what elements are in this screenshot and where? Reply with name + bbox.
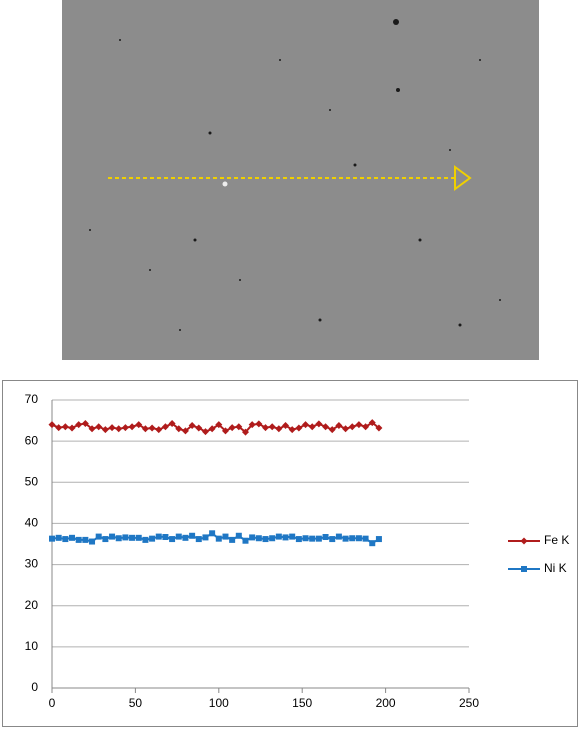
- marker: [521, 566, 527, 572]
- marker: [209, 530, 215, 536]
- marker: [116, 535, 122, 541]
- figure: 0 10 20 30 40 50 60 70 0 50 100 150 200 250 Fe K Ni K: [0, 0, 578, 727]
- y-tick-label: 70: [25, 392, 39, 406]
- marker: [242, 538, 248, 544]
- marker: [62, 536, 68, 542]
- x-tick-label: 200: [376, 696, 396, 710]
- marker: [202, 534, 208, 540]
- marker: [316, 536, 322, 542]
- marker: [176, 534, 182, 540]
- marker: [263, 536, 269, 542]
- y-tick-label: 60: [25, 433, 39, 447]
- chart-frame: [3, 381, 578, 727]
- y-tick-label: 20: [25, 598, 39, 612]
- page: {"chart_data": {"type": "line", "x": [0,…: [0, 0, 578, 727]
- legend-label: Fe K: [544, 533, 569, 547]
- marker: [323, 534, 329, 540]
- marker: [122, 534, 128, 540]
- marker: [269, 535, 275, 541]
- marker: [376, 536, 382, 542]
- marker: [142, 537, 148, 543]
- x-tick-label: 150: [292, 696, 312, 710]
- marker: [236, 533, 242, 539]
- marker: [363, 536, 369, 542]
- y-tick-label: 40: [25, 516, 39, 530]
- marker: [336, 534, 342, 540]
- marker: [283, 534, 289, 540]
- legend-label: Ni K: [544, 561, 567, 575]
- y-tick-label: 10: [25, 639, 39, 653]
- y-tick-label: 30: [25, 557, 39, 571]
- x-tick-label: 100: [209, 696, 229, 710]
- marker: [196, 536, 202, 542]
- marker: [369, 540, 375, 546]
- marker: [289, 534, 295, 540]
- micrograph: [62, 0, 539, 360]
- marker: [69, 535, 75, 541]
- marker: [329, 536, 335, 542]
- y-tick-label: 50: [25, 474, 39, 488]
- marker: [136, 535, 142, 541]
- marker: [229, 537, 235, 543]
- marker: [349, 535, 355, 541]
- marker: [49, 536, 55, 542]
- marker: [276, 534, 282, 540]
- marker: [296, 536, 302, 542]
- x-tick-label: 250: [459, 696, 479, 710]
- marker: [149, 536, 155, 542]
- marker: [102, 536, 108, 542]
- marker: [162, 534, 168, 540]
- marker: [76, 537, 82, 543]
- marker: [182, 535, 188, 541]
- marker: [96, 534, 102, 540]
- marker: [129, 535, 135, 541]
- x-tick-label: 50: [129, 696, 143, 710]
- marker: [89, 539, 95, 545]
- y-tick-label: 0: [31, 680, 38, 694]
- marker: [216, 536, 222, 542]
- marker: [249, 534, 255, 540]
- marker: [309, 536, 315, 542]
- bright-particle: [223, 182, 228, 187]
- marker: [169, 536, 175, 542]
- marker: [356, 535, 362, 541]
- marker: [222, 534, 228, 540]
- marker: [343, 536, 349, 542]
- x-tick-label: 0: [49, 696, 56, 710]
- marker: [303, 535, 309, 541]
- marker: [156, 534, 162, 540]
- marker: [109, 534, 115, 540]
- marker: [256, 535, 262, 541]
- marker: [56, 535, 62, 541]
- marker: [82, 537, 88, 543]
- marker: [189, 533, 195, 539]
